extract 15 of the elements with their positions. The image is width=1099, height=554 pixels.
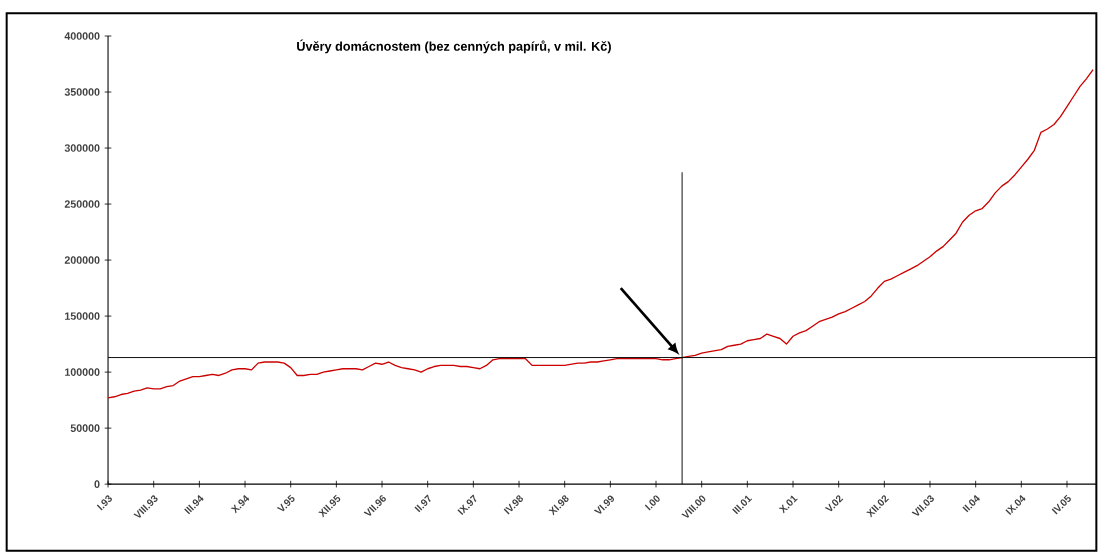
chart-title: Úvěry domácnostem (bez cenných papírů, v mil. Kč) <box>297 39 611 54</box>
y-tick-label: 50000 <box>70 424 100 433</box>
y-tick-label: 350000 <box>64 88 100 97</box>
y-tick-label: 200000 <box>64 256 100 265</box>
x-tick-label: V.95 <box>276 494 295 512</box>
y-tick-label: 300000 <box>64 144 100 153</box>
y-tick-label: 100000 <box>65 368 100 377</box>
x-tick-label: I.93 <box>96 495 112 511</box>
x-tick-label: V.02 <box>824 495 844 512</box>
y-tick-label: 150000 <box>65 312 100 321</box>
x-tick-label: I.00 <box>644 495 660 511</box>
y-tick-label: 250000 <box>64 200 100 209</box>
x-tick-label: II.04 <box>962 495 980 513</box>
y-tick-label: 400000 <box>64 32 100 41</box>
y-tick-label: 0 <box>94 480 100 489</box>
